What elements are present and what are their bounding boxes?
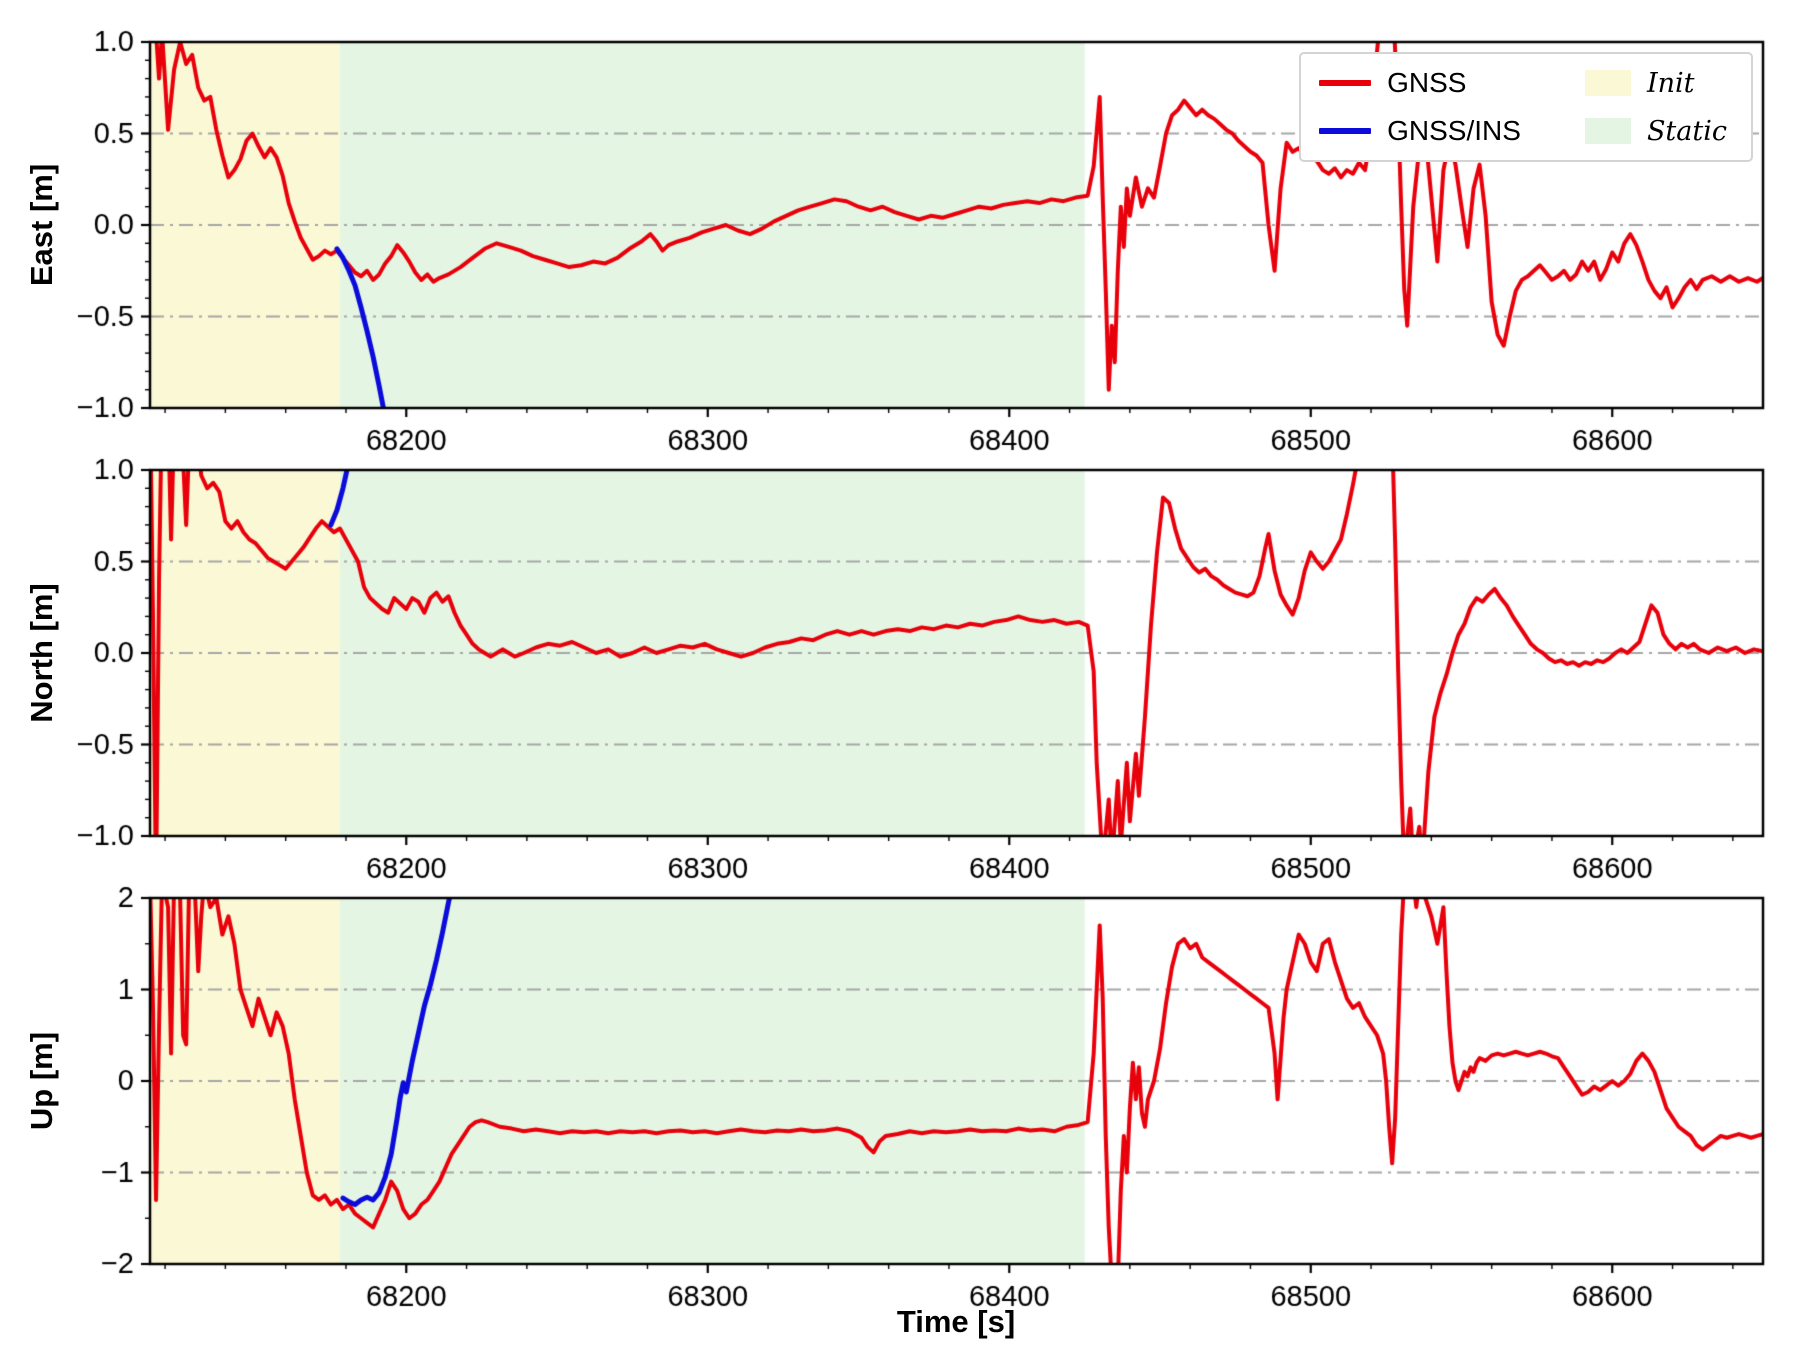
legend-entry-gnss-ins: GNSS/INS (1319, 114, 1521, 148)
legend-label-init: Init (1646, 67, 1695, 99)
init-patch-swatch (1584, 70, 1631, 96)
legend-patch-column: Init Static (1584, 66, 1727, 148)
y-axis-label-up: Up [m] (24, 1031, 59, 1131)
legend-entry-static: Static (1584, 114, 1727, 148)
gnss-ins-line-swatch (1319, 128, 1372, 134)
legend-label-gnss: GNSS (1387, 67, 1467, 98)
legend: GNSS GNSS/INS Init Static (1299, 52, 1753, 162)
x-axis-label-time: Time [s] (896, 1304, 1016, 1339)
static-patch-swatch (1584, 118, 1631, 144)
legend-entry-init: Init (1584, 66, 1727, 100)
y-axis-label-north: North [m] (24, 583, 59, 723)
legend-label-gnss-ins: GNSS/INS (1387, 115, 1521, 146)
gnss-line-swatch (1319, 80, 1372, 86)
legend-line-column: GNSS GNSS/INS (1319, 66, 1521, 148)
y-axis-label-east: East [m] (24, 163, 59, 287)
legend-entry-gnss: GNSS (1319, 66, 1521, 100)
legend-label-static: Static (1646, 115, 1727, 147)
